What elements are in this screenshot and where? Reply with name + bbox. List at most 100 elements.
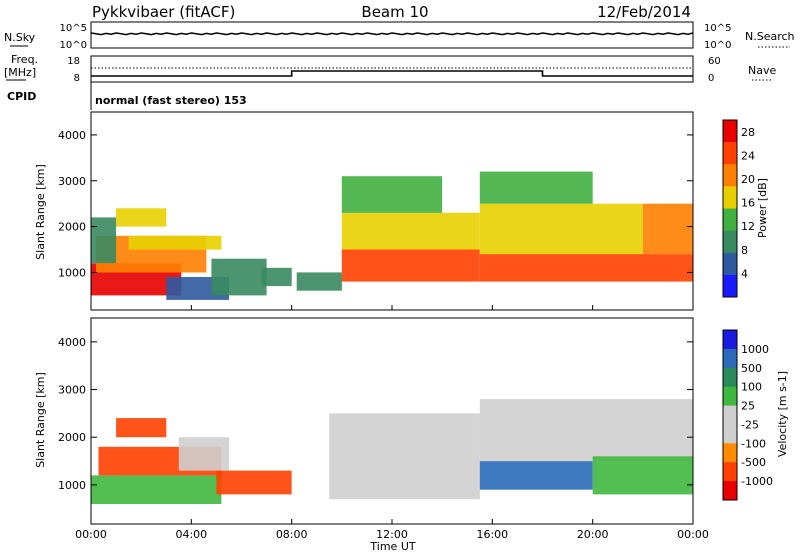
beam-title: Beam 10 [361, 3, 428, 21]
colorbar-swatch [723, 481, 737, 501]
data-region [479, 461, 593, 490]
nsky-tick-bottom: 10^0 [60, 40, 87, 51]
colorbar-swatch [723, 274, 737, 298]
nsearch-label: N.Search [745, 30, 795, 43]
data-region [216, 470, 292, 495]
data-region [479, 171, 593, 204]
colorbar-swatch [723, 230, 737, 254]
data-region [116, 208, 167, 227]
nave-tick-top: 60 [708, 56, 721, 67]
colorbar-tick-label: 12 [741, 220, 755, 233]
colorbar-swatch [723, 252, 737, 276]
colorbar-swatch [723, 186, 737, 209]
data-region [91, 475, 222, 504]
freq-tick-bottom: 8 [74, 73, 80, 84]
y-tick-label: 3000 [58, 175, 86, 188]
y-tick-label: 4000 [58, 336, 86, 349]
y-tick-label: 1000 [58, 266, 86, 279]
y-tick-label: 4000 [58, 129, 86, 142]
station-title: Pykkvibaer (fitACF) [92, 3, 235, 21]
data-region [211, 258, 267, 296]
y-tick-label: 1000 [58, 479, 86, 492]
colorbar-tick-label: -25 [741, 418, 759, 431]
freq-tick-top: 18 [67, 56, 80, 67]
cpid-text: normal (fast stereo) 153 [95, 94, 247, 107]
colorbar-tick-label: 8 [741, 244, 748, 257]
colorbar-tick-label: -1000 [741, 475, 773, 488]
nsky-trace [90, 32, 694, 36]
colorbar-tick-label: -100 [741, 437, 766, 450]
nave-tick-bottom: 0 [708, 73, 714, 84]
freq-trace [91, 70, 693, 77]
data-region [479, 399, 693, 462]
y-tick-label: 2000 [58, 431, 86, 444]
x-tick-label: 00:00 [75, 528, 107, 541]
colorbar-swatch [723, 386, 737, 407]
velocity-panel: 4000 3000 2000 1000 Slant Range [km] [34, 317, 694, 525]
x-tick-label: 00:00 [677, 528, 709, 541]
nsearch-tick-top: 10^5 [704, 23, 731, 34]
velocity-colorbar: 1000 500 100 25 -25 -100 -500 -1000 [722, 329, 773, 501]
nave-label: Nave [748, 64, 776, 77]
colorbar-swatch [723, 208, 737, 232]
data-region [642, 203, 693, 255]
y-tick-label: 2000 [58, 221, 86, 234]
velocity-colorbar-label: Velocity [m s-1] [776, 371, 789, 457]
data-region [592, 456, 693, 495]
colorbar-tick-label: 28 [741, 126, 755, 139]
data-region [479, 254, 693, 282]
data-region [128, 235, 222, 250]
x-axis-label: Time UT [369, 540, 415, 553]
colorbar-tick-label: 25 [741, 400, 755, 413]
x-tick-label: 08:00 [276, 528, 308, 541]
power-panel: 4000 3000 2000 1000 Slant Range [km] [34, 111, 694, 311]
data-region [341, 176, 443, 213]
freq-label: Freq. [11, 53, 38, 66]
colorbar-tick-label: 4 [741, 267, 748, 280]
data-region [116, 418, 167, 438]
date-title: 12/Feb/2014 [597, 3, 691, 21]
colorbar-swatch [723, 405, 737, 425]
freq-unit-label: [MHz] [4, 66, 36, 79]
x-tick-label: 20:00 [577, 528, 609, 541]
y-tick-label: 3000 [58, 384, 86, 397]
data-region [329, 413, 480, 500]
nsky-strip: N.Sky 10^5 10^0 10^5 10^0 N.Search [4, 21, 795, 51]
colorbar-tick-label: 1000 [741, 343, 769, 356]
data-region [341, 212, 480, 250]
freq-strip: Freq. [MHz] 18 8 60 0 Nave [4, 53, 776, 84]
data-region [296, 272, 342, 291]
colorbar-tick-label: 100 [741, 381, 762, 394]
data-region [479, 203, 643, 255]
nsky-label: N.Sky [4, 31, 36, 44]
x-tick-label: 04:00 [175, 528, 207, 541]
nsky-tick-top: 10^5 [60, 23, 87, 34]
colorbar-swatch [723, 120, 737, 143]
colorbar-swatch [723, 367, 737, 388]
colorbar-tick-label: 16 [741, 197, 755, 210]
data-region [261, 267, 292, 287]
colorbar-swatch [723, 348, 737, 369]
colorbar-swatch [723, 443, 737, 463]
colorbar-swatch [723, 142, 737, 165]
colorbar-tick-label: -500 [741, 456, 766, 469]
data-region [178, 437, 229, 471]
nsearch-tick-bottom: 10^0 [704, 40, 731, 51]
power-ylabel: Slant Range [km] [34, 164, 47, 260]
power-colorbar-label: Power [dB] [756, 178, 769, 238]
colorbar-swatch [723, 164, 737, 187]
data-region [91, 217, 117, 264]
x-tick-label: 12:00 [376, 528, 408, 541]
power-colorbar: 28 24 20 16 12 8 4 [722, 119, 755, 298]
colorbar-tick-label: 500 [741, 362, 762, 375]
colorbar-swatch [723, 462, 737, 482]
colorbar-tick-label: 24 [741, 149, 755, 162]
colorbar-swatch [723, 424, 737, 444]
velocity-ylabel: Slant Range [km] [34, 372, 47, 468]
data-region [341, 249, 480, 282]
colorbar-swatch [723, 330, 737, 350]
cpid-label: CPID [7, 90, 36, 103]
x-tick-label: 16:00 [476, 528, 508, 541]
colorbar-tick-label: 20 [741, 173, 755, 186]
